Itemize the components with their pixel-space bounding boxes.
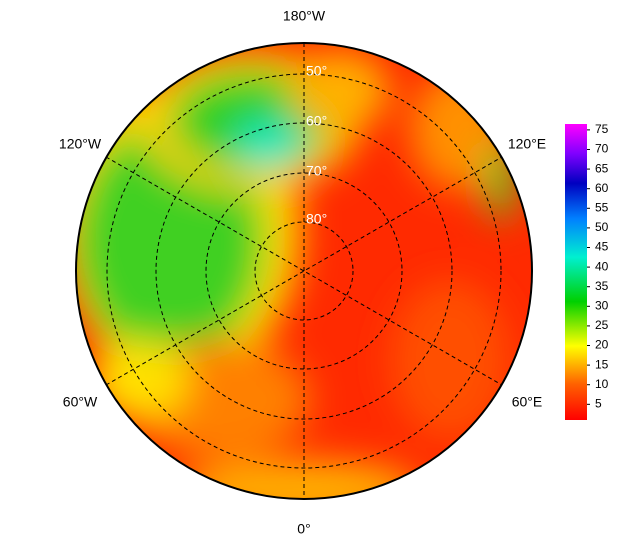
map-border bbox=[75, 42, 533, 500]
colorbar-tick-label: 70 bbox=[595, 142, 609, 156]
colorbar-tick-label: 20 bbox=[595, 338, 609, 352]
latitude-label: 50° bbox=[306, 63, 327, 79]
colorbar-tick-label: 55 bbox=[595, 200, 609, 214]
colorbar-tick-label: 60 bbox=[595, 181, 609, 195]
longitude-label: 180°W bbox=[283, 8, 326, 24]
colorbar-tick-label: 30 bbox=[595, 298, 609, 312]
latitude-label: 80° bbox=[306, 211, 327, 227]
colorbar-tick-label: 65 bbox=[595, 161, 609, 175]
colorbar-tick-label: 25 bbox=[595, 318, 609, 332]
colorbar-tick-label: 5 bbox=[595, 396, 602, 410]
longitude-label: 60°E bbox=[512, 394, 543, 410]
colorbar-tick-label: 35 bbox=[595, 279, 609, 293]
colorbar-tick-label: 75 bbox=[595, 122, 609, 136]
field bbox=[76, 43, 532, 499]
colorbar-tick-label: 50 bbox=[595, 220, 609, 234]
graticule bbox=[105, 43, 503, 499]
colorbar bbox=[565, 124, 587, 420]
colorbar-tick-label: 15 bbox=[595, 357, 609, 371]
latitude-label: 60° bbox=[306, 113, 327, 129]
longitude-label: 120°W bbox=[59, 136, 102, 152]
longitude-label: 0° bbox=[297, 521, 310, 537]
colorbar-tick-label: 40 bbox=[595, 259, 609, 273]
longitude-label: 120°E bbox=[508, 136, 546, 152]
colorbar-tick-label: 10 bbox=[595, 377, 609, 391]
longitude-label: 60°W bbox=[63, 394, 98, 410]
latitude-label: 70° bbox=[306, 163, 327, 179]
colorbar-tick-label: 45 bbox=[595, 240, 609, 254]
